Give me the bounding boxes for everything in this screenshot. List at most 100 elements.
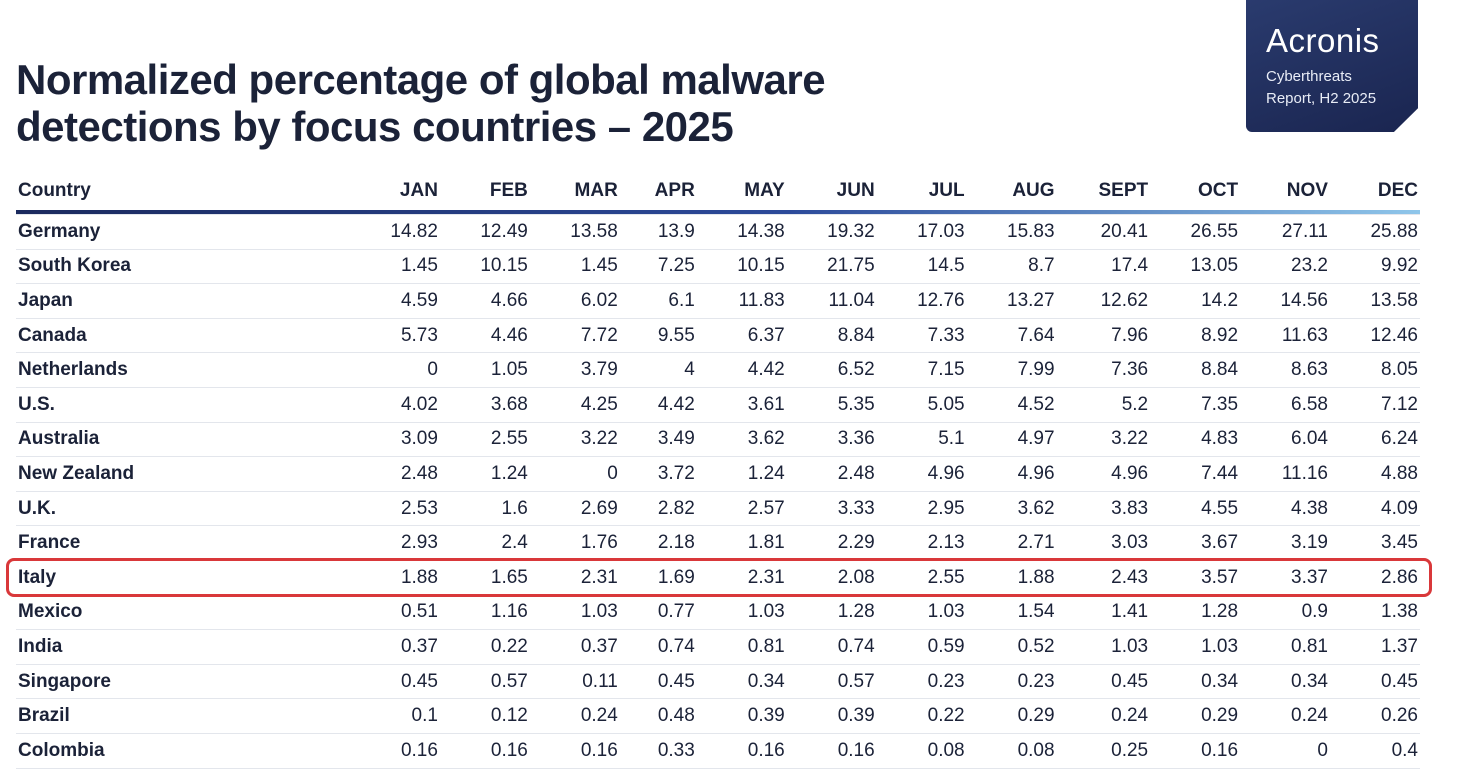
value-cell: 3.62 bbox=[696, 422, 787, 458]
value-cell: 0.22 bbox=[876, 698, 967, 734]
detections-table: Country JAN FEB MAR APR MAY JUN JUL AUG SEPT OCT NO… bbox=[16, 172, 1420, 769]
country-cell: New Zealand bbox=[16, 456, 350, 492]
value-cell: 3.72 bbox=[619, 456, 697, 492]
value-cell: 2.86 bbox=[1329, 560, 1420, 596]
country-cell: Colombia bbox=[16, 733, 350, 769]
value-cell: 7.35 bbox=[1150, 387, 1241, 423]
column-header-nov: NOV bbox=[1286, 180, 1328, 201]
country-cell: France bbox=[16, 525, 350, 561]
value-cell: 0.34 bbox=[1150, 664, 1241, 700]
country-cell: U.K. bbox=[16, 491, 350, 527]
value-cell: 8.84 bbox=[786, 318, 877, 354]
value-cell: 4.59 bbox=[350, 283, 440, 319]
value-cell: 0.26 bbox=[1329, 698, 1420, 734]
value-cell: 0.81 bbox=[696, 629, 787, 665]
value-cell: 1.81 bbox=[696, 525, 787, 561]
value-cell: 7.36 bbox=[1056, 352, 1151, 388]
value-cell: 4.52 bbox=[966, 387, 1057, 423]
value-cell: 0.57 bbox=[439, 664, 530, 700]
column-header-feb: FEB bbox=[489, 180, 528, 201]
value-cell: 1.28 bbox=[1150, 595, 1241, 631]
value-cell: 2.82 bbox=[619, 491, 697, 527]
value-cell: 3.19 bbox=[1240, 525, 1330, 561]
value-cell: 3.62 bbox=[966, 491, 1057, 527]
value-cell: 5.1 bbox=[876, 422, 967, 458]
column-header-country: Country bbox=[18, 180, 91, 201]
value-cell: 1.45 bbox=[529, 249, 620, 285]
value-cell: 2.48 bbox=[786, 456, 877, 492]
value-cell: 0.29 bbox=[966, 698, 1057, 734]
value-cell: 2.18 bbox=[619, 525, 697, 561]
value-cell: 1.76 bbox=[529, 525, 620, 561]
header-rule bbox=[16, 210, 1420, 215]
value-cell: 0.57 bbox=[786, 664, 877, 700]
value-cell: 23.2 bbox=[1240, 249, 1330, 285]
table-body: Germany 14.82 12.49 13.58 13.9 14.38 19.32 17.0… bbox=[16, 214, 1420, 769]
table-row: Mexico 0.51 1.16 1.03 0.77 1.03 1.28 1.03 1.54 1.… bbox=[16, 595, 1420, 631]
value-cell: 0.25 bbox=[1056, 733, 1151, 769]
value-cell: 13.05 bbox=[1150, 249, 1241, 285]
value-cell: 1.05 bbox=[439, 352, 530, 388]
value-cell: 0.45 bbox=[1056, 664, 1151, 700]
value-cell: 4.02 bbox=[350, 387, 440, 423]
value-cell: 0.45 bbox=[350, 664, 440, 700]
value-cell: 2.69 bbox=[529, 491, 620, 527]
value-cell: 0.45 bbox=[619, 664, 697, 700]
value-cell: 6.02 bbox=[529, 283, 620, 319]
column-header-jun: JUN bbox=[836, 180, 875, 201]
value-cell: 4.66 bbox=[439, 283, 530, 319]
value-cell: 13.58 bbox=[1329, 283, 1420, 319]
value-cell: 6.37 bbox=[696, 318, 787, 354]
table-row: India 0.37 0.22 0.37 0.74 0.81 0.74 0.59 0.52 1.0… bbox=[16, 629, 1420, 665]
value-cell: 8.7 bbox=[966, 249, 1057, 285]
table-row: New Zealand 2.48 1.24 0 3.72 1.24 2.48 4.96 4.96… bbox=[16, 456, 1420, 492]
value-cell: 2.48 bbox=[350, 456, 440, 492]
value-cell: 0.24 bbox=[1056, 698, 1151, 734]
value-cell: 0.74 bbox=[619, 629, 697, 665]
value-cell: 0.23 bbox=[966, 664, 1057, 700]
value-cell: 2.4 bbox=[439, 525, 530, 561]
country-cell: Australia bbox=[16, 422, 350, 458]
table-row: Canada 5.73 4.46 7.72 9.55 6.37 8.84 7.33 7.64 7.… bbox=[16, 318, 1420, 354]
value-cell: 2.13 bbox=[876, 525, 967, 561]
value-cell: 9.55 bbox=[619, 318, 697, 354]
column-header-may: MAY bbox=[744, 180, 785, 201]
value-cell: 17.4 bbox=[1056, 249, 1151, 285]
value-cell: 1.69 bbox=[619, 560, 697, 596]
value-cell: 0.16 bbox=[439, 733, 530, 769]
value-cell: 3.83 bbox=[1056, 491, 1151, 527]
value-cell: 5.05 bbox=[876, 387, 967, 423]
value-cell: 4.96 bbox=[876, 456, 967, 492]
value-cell: 8.63 bbox=[1240, 352, 1330, 388]
value-cell: 2.55 bbox=[439, 422, 530, 458]
value-cell: 0.81 bbox=[1240, 629, 1330, 665]
value-cell: 0.16 bbox=[696, 733, 787, 769]
value-cell: 0.16 bbox=[786, 733, 877, 769]
table-header-row: Country JAN FEB MAR APR MAY JUN JUL AUG SEPT OCT NO… bbox=[16, 172, 1420, 210]
column-header-aug: AUG bbox=[1012, 180, 1055, 201]
value-cell: 3.37 bbox=[1240, 560, 1330, 596]
table-row: U.K. 2.53 1.6 2.69 2.82 2.57 3.33 2.95 3.62 3.83 4… bbox=[16, 491, 1420, 527]
value-cell: 4.09 bbox=[1329, 491, 1420, 527]
brand-logo: Acronis bbox=[1266, 22, 1380, 59]
value-cell: 6.24 bbox=[1329, 422, 1420, 458]
value-cell: 4.83 bbox=[1150, 422, 1241, 458]
value-cell: 0.16 bbox=[529, 733, 620, 769]
value-cell: 2.43 bbox=[1056, 560, 1151, 596]
value-cell: 1.03 bbox=[1150, 629, 1241, 665]
country-cell: Netherlands bbox=[16, 352, 350, 388]
value-cell: 13.58 bbox=[529, 214, 620, 250]
value-cell: 7.96 bbox=[1056, 318, 1151, 354]
value-cell: 0.08 bbox=[876, 733, 967, 769]
value-cell: 1.03 bbox=[696, 595, 787, 631]
table-row: Italy 1.88 1.65 2.31 1.69 2.31 2.08 2.55 1.88 2.4… bbox=[16, 560, 1420, 596]
value-cell: 0.52 bbox=[966, 629, 1057, 665]
value-cell: 3.49 bbox=[619, 422, 697, 458]
value-cell: 11.63 bbox=[1240, 318, 1330, 354]
value-cell: 3.03 bbox=[1056, 525, 1151, 561]
value-cell: 12.49 bbox=[439, 214, 530, 250]
value-cell: 6.52 bbox=[786, 352, 877, 388]
table-row: Australia 3.09 2.55 3.22 3.49 3.62 3.36 5.1 4.97… bbox=[16, 422, 1420, 458]
country-cell: Mexico bbox=[16, 595, 350, 631]
acronis-report-badge: Acronis Cyberthreats Report, H2 2025 bbox=[1246, 0, 1418, 132]
